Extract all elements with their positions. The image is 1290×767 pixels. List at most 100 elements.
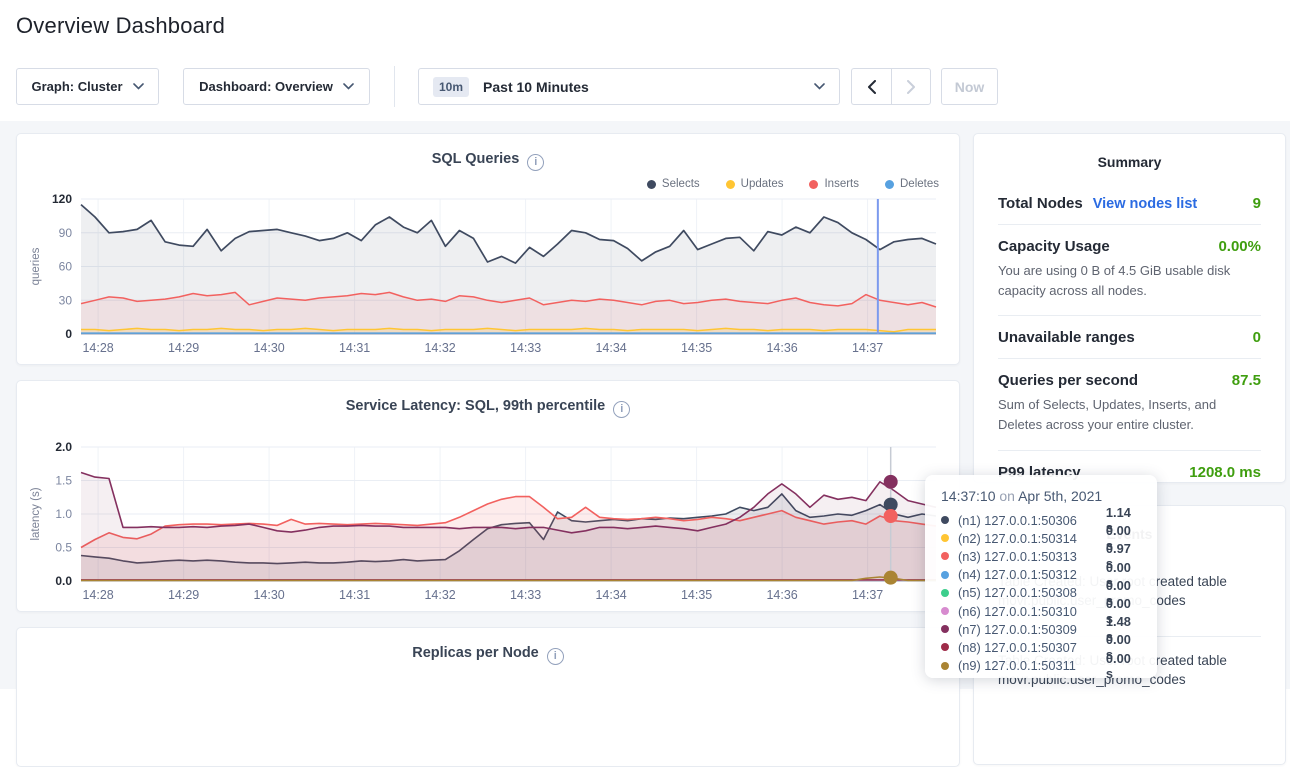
graph-scope-dropdown[interactable]: Graph: Cluster — [16, 68, 159, 105]
chevron-right-icon — [907, 80, 916, 94]
tooltip-node-row: (n9) 127.0.0.1:503110.00 s — [941, 657, 1141, 675]
tooltip-node-label: (n2) 127.0.0.1:50314 — [958, 531, 1106, 546]
view-nodes-list-link[interactable]: View nodes list — [1093, 196, 1198, 212]
time-step-buttons — [851, 68, 931, 105]
tooltip-node-label: (n9) 127.0.0.1:50311 — [958, 658, 1106, 673]
service-latency-panel: Service Latency: SQL, 99th percentilei 1… — [16, 380, 960, 612]
svg-text:14:31: 14:31 — [339, 588, 370, 602]
svg-text:14:29: 14:29 — [168, 341, 199, 355]
node-dot-icon — [941, 516, 949, 524]
summary-value: 0.00% — [1218, 238, 1261, 255]
summary-row-total-nodes: Total Nodes View nodes list 9 — [998, 182, 1261, 225]
summary-row-capacity-usage: Capacity Usage 0.00% You are using 0 B of … — [998, 225, 1261, 316]
svg-text:queries: queries — [30, 247, 42, 285]
summary-title: Summary — [998, 154, 1261, 170]
summary-row-queries-per-second: Queries per second 87.5 Sum of Selects, Up… — [998, 359, 1261, 450]
summary-label: Unavailable ranges — [998, 329, 1135, 346]
tooltip-node-label: (n5) 127.0.0.1:50308 — [958, 585, 1106, 600]
node-dot-icon — [941, 662, 949, 670]
dashboard-dropdown[interactable]: Dashboard: Overview — [183, 68, 370, 105]
tooltip-node-label: (n4) 127.0.0.1:50312 — [958, 567, 1106, 582]
node-dot-icon — [941, 534, 949, 542]
svg-text:0.0: 0.0 — [55, 574, 72, 588]
summary-row-unavailable-ranges: Unavailable ranges0 — [998, 316, 1261, 359]
tooltip-node-label: (n8) 127.0.0.1:50307 — [958, 640, 1106, 655]
node-dot-icon — [941, 607, 949, 615]
tooltip-node-value: 0.00 s — [1106, 651, 1141, 681]
svg-text:14:30: 14:30 — [253, 588, 284, 602]
svg-text:1.0: 1.0 — [55, 507, 72, 521]
svg-text:1.5: 1.5 — [55, 474, 72, 488]
tooltip-date: Apr 5th, 2021 — [1018, 488, 1102, 504]
summary-description: Sum of Selects, Updates, Inserts, and De… — [998, 395, 1261, 435]
node-dot-icon — [941, 643, 949, 651]
replicas-per-node-panel: Replicas per Node i — [16, 627, 960, 767]
node-dot-icon — [941, 552, 949, 560]
svg-text:90: 90 — [59, 226, 73, 240]
chart-hover-tooltip: 14:37:10 on Apr 5th, 2021 (n1) 127.0.0.1… — [925, 475, 1157, 678]
summary-description: You are using 0 B of 4.5 GiB usable disk… — [998, 261, 1261, 301]
chevron-left-icon — [867, 80, 876, 94]
summary-value: 87.5 — [1232, 372, 1261, 389]
tooltip-timestamp: 14:37:10 on Apr 5th, 2021 — [941, 488, 1141, 504]
summary-value: 9 — [1253, 195, 1261, 212]
graph-scope-dropdown-label: Graph: Cluster — [31, 79, 122, 94]
summary-panel: Summary Total Nodes View nodes list 9 Capac… — [973, 133, 1286, 483]
time-prev-button[interactable] — [851, 68, 891, 105]
svg-text:2.0: 2.0 — [55, 440, 72, 454]
svg-text:14:36: 14:36 — [766, 341, 797, 355]
svg-text:0.5: 0.5 — [55, 541, 72, 555]
node-dot-icon — [941, 571, 949, 579]
svg-text:0: 0 — [65, 327, 72, 341]
time-range-badge: 10m — [433, 77, 469, 97]
summary-label: Total Nodes — [998, 195, 1083, 212]
time-range-label: Past 10 Minutes — [483, 79, 589, 95]
sql-queries-panel: SQL Queriesi SelectsUpdatesInsertsDelete… — [16, 133, 960, 365]
tooltip-node-label: (n3) 127.0.0.1:50313 — [958, 549, 1106, 564]
service-latency-chart[interactable]: 14:28 14:29 14:30 14:31 14:32 14:33 14:34 14:35… — [17, 381, 961, 613]
svg-text:14:34: 14:34 — [595, 341, 626, 355]
svg-text:14:33: 14:33 — [510, 341, 541, 355]
chevron-down-icon — [343, 83, 354, 90]
summary-label: Queries per second — [998, 372, 1138, 389]
tooltip-on: on — [999, 488, 1015, 504]
svg-text:14:37: 14:37 — [852, 341, 883, 355]
svg-text:latency (s): latency (s) — [30, 487, 42, 540]
svg-text:14:35: 14:35 — [681, 341, 712, 355]
info-icon[interactable]: i — [547, 648, 564, 665]
svg-text:30: 30 — [59, 293, 73, 307]
now-button[interactable]: Now — [941, 68, 998, 105]
svg-text:60: 60 — [59, 260, 73, 274]
replicas-per-node-title-text: Replicas per Node — [412, 645, 539, 661]
svg-text:14:32: 14:32 — [424, 588, 455, 602]
time-range-dropdown[interactable]: 10m Past 10 Minutes — [418, 68, 840, 105]
svg-text:14:33: 14:33 — [510, 588, 541, 602]
svg-text:14:29: 14:29 — [168, 588, 199, 602]
time-next-button[interactable] — [891, 68, 931, 105]
svg-text:14:30: 14:30 — [253, 341, 284, 355]
node-dot-icon — [941, 589, 949, 597]
node-dot-icon — [941, 625, 949, 633]
sql-queries-chart[interactable]: 14:28 14:29 14:30 14:31 14:32 14:33 14:34 14:35… — [17, 134, 961, 366]
svg-text:14:34: 14:34 — [595, 588, 626, 602]
replicas-per-node-title: Replicas per Node i — [17, 645, 959, 665]
header-divider — [394, 66, 395, 107]
dashboard-dropdown-label: Dashboard: Overview — [199, 79, 333, 94]
summary-value: 1208.0 ms — [1189, 464, 1261, 481]
svg-text:14:28: 14:28 — [82, 341, 113, 355]
svg-text:14:32: 14:32 — [424, 341, 455, 355]
svg-text:120: 120 — [52, 192, 72, 206]
tooltip-time: 14:37:10 — [941, 488, 996, 504]
tooltip-node-label: (n6) 127.0.0.1:50310 — [958, 604, 1106, 619]
chevron-down-icon — [133, 83, 144, 90]
summary-label: Capacity Usage — [998, 238, 1110, 255]
tooltip-node-label: (n1) 127.0.0.1:50306 — [958, 513, 1106, 528]
chevron-down-icon — [814, 83, 825, 90]
svg-text:14:35: 14:35 — [681, 588, 712, 602]
svg-text:14:28: 14:28 — [82, 588, 113, 602]
svg-text:14:31: 14:31 — [339, 341, 370, 355]
svg-text:14:37: 14:37 — [852, 588, 883, 602]
tooltip-node-label: (n7) 127.0.0.1:50309 — [958, 622, 1106, 637]
svg-text:14:36: 14:36 — [766, 588, 797, 602]
page-title: Overview Dashboard — [16, 13, 225, 39]
